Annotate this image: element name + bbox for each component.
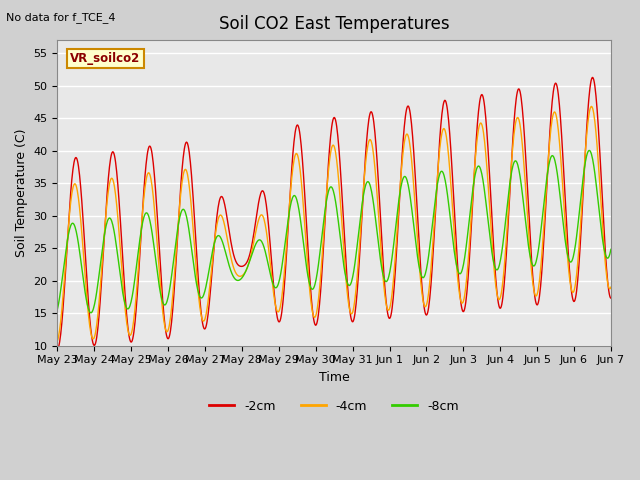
Line: -4cm: -4cm	[58, 107, 611, 341]
Line: -2cm: -2cm	[58, 77, 611, 349]
Line: -8cm: -8cm	[58, 150, 611, 313]
-2cm	[607, 295, 615, 301]
-8cm	[298, 227, 305, 232]
-8cm	[87, 310, 95, 316]
-2cm	[485, 163, 493, 169]
-4cm	[434, 172, 442, 178]
-2cm	[110, 151, 118, 156]
-2cm	[434, 172, 442, 178]
-8cm	[278, 264, 285, 270]
Text: VR_soilco2: VR_soilco2	[70, 52, 141, 65]
-4cm	[110, 181, 118, 187]
-8cm	[607, 246, 615, 252]
-4cm	[298, 178, 305, 183]
X-axis label: Time: Time	[319, 371, 349, 384]
Legend: -2cm, -4cm, -8cm: -2cm, -4cm, -8cm	[204, 395, 464, 418]
Title: Soil CO2 East Temperatures: Soil CO2 East Temperatures	[219, 15, 449, 33]
-8cm	[111, 230, 118, 236]
-4cm	[277, 299, 285, 304]
-8cm	[434, 178, 442, 183]
-2cm	[54, 346, 61, 352]
-4cm	[495, 297, 503, 302]
-2cm	[495, 303, 503, 309]
-8cm	[496, 262, 504, 267]
-8cm	[586, 147, 593, 153]
-2cm	[298, 143, 305, 148]
-4cm	[54, 338, 61, 344]
-4cm	[607, 284, 615, 290]
Text: No data for f_TCE_4: No data for f_TCE_4	[6, 12, 116, 23]
Y-axis label: Soil Temperature (C): Soil Temperature (C)	[15, 129, 28, 257]
-8cm	[486, 232, 493, 238]
-4cm	[485, 195, 493, 201]
-2cm	[277, 313, 285, 319]
-8cm	[54, 306, 61, 312]
-4cm	[588, 104, 595, 109]
-2cm	[589, 74, 596, 80]
